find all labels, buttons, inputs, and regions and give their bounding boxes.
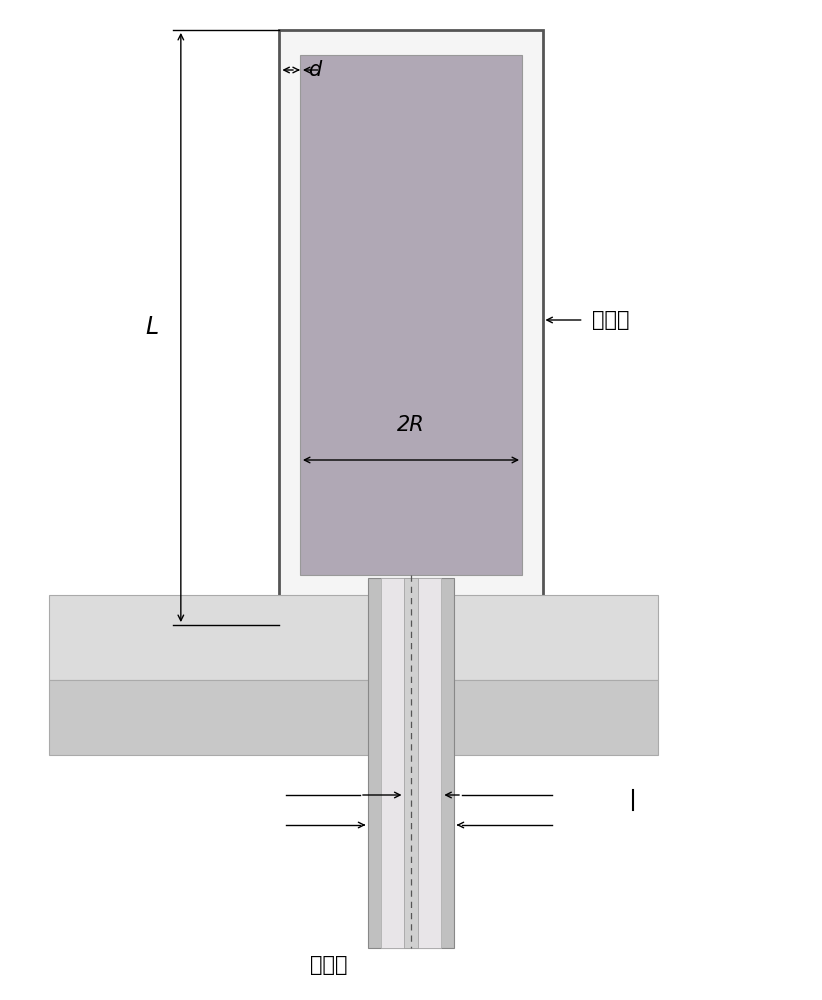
Text: 2R: 2R	[397, 415, 425, 435]
Text: d: d	[308, 60, 321, 80]
Bar	[279, 30, 543, 625]
Bar	[368, 578, 454, 948]
Text: a: a	[418, 786, 429, 804]
Text: b: b	[417, 815, 430, 834]
Bar	[300, 55, 522, 575]
Bar	[49, 680, 658, 755]
Text: 金属接地板: 金属接地板	[82, 708, 145, 728]
Text: L: L	[145, 316, 159, 340]
Bar	[381, 578, 441, 948]
Bar	[49, 595, 658, 680]
Text: 基片: 基片	[82, 625, 107, 645]
Text: 玻璃管: 玻璃管	[592, 310, 630, 330]
Bar	[404, 578, 418, 948]
Text: 同轴线: 同轴线	[310, 955, 348, 975]
